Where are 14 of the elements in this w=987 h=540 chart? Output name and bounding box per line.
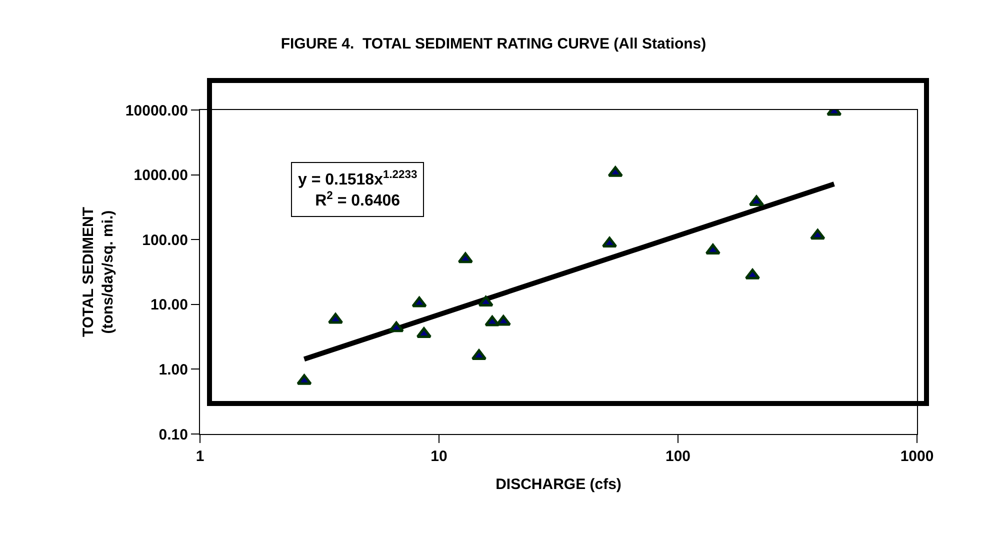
y-tick-label: 10000.00 xyxy=(125,102,188,120)
y-tick-label: 10.00 xyxy=(150,296,188,314)
x-tick-label: 10 xyxy=(430,448,448,465)
chart-title: FIGURE 4. TOTAL SEDIMENT RATING CURVE (All Stations) xyxy=(280,35,706,52)
x-tick-label: 1 xyxy=(196,448,204,465)
y-axis-title: TOTAL SEDIMENT (tons/day/sq. mi.) xyxy=(80,206,117,338)
y-tick-label: 1000.00 xyxy=(134,167,188,184)
x-tick-label: 1000 xyxy=(900,448,934,465)
text: y = 0.1518x$^{1.2233}$ R$^{2}$ = 0.6406 xyxy=(298,169,418,210)
y-tick-label: 1.00 xyxy=(158,361,188,378)
y-tick-label: 100.00 xyxy=(142,232,188,249)
x-tick-label: 100 xyxy=(665,448,691,465)
x-axis-title: DISCHARGE (cfs) xyxy=(496,476,622,493)
y-tick-label: 0.10 xyxy=(158,426,188,444)
